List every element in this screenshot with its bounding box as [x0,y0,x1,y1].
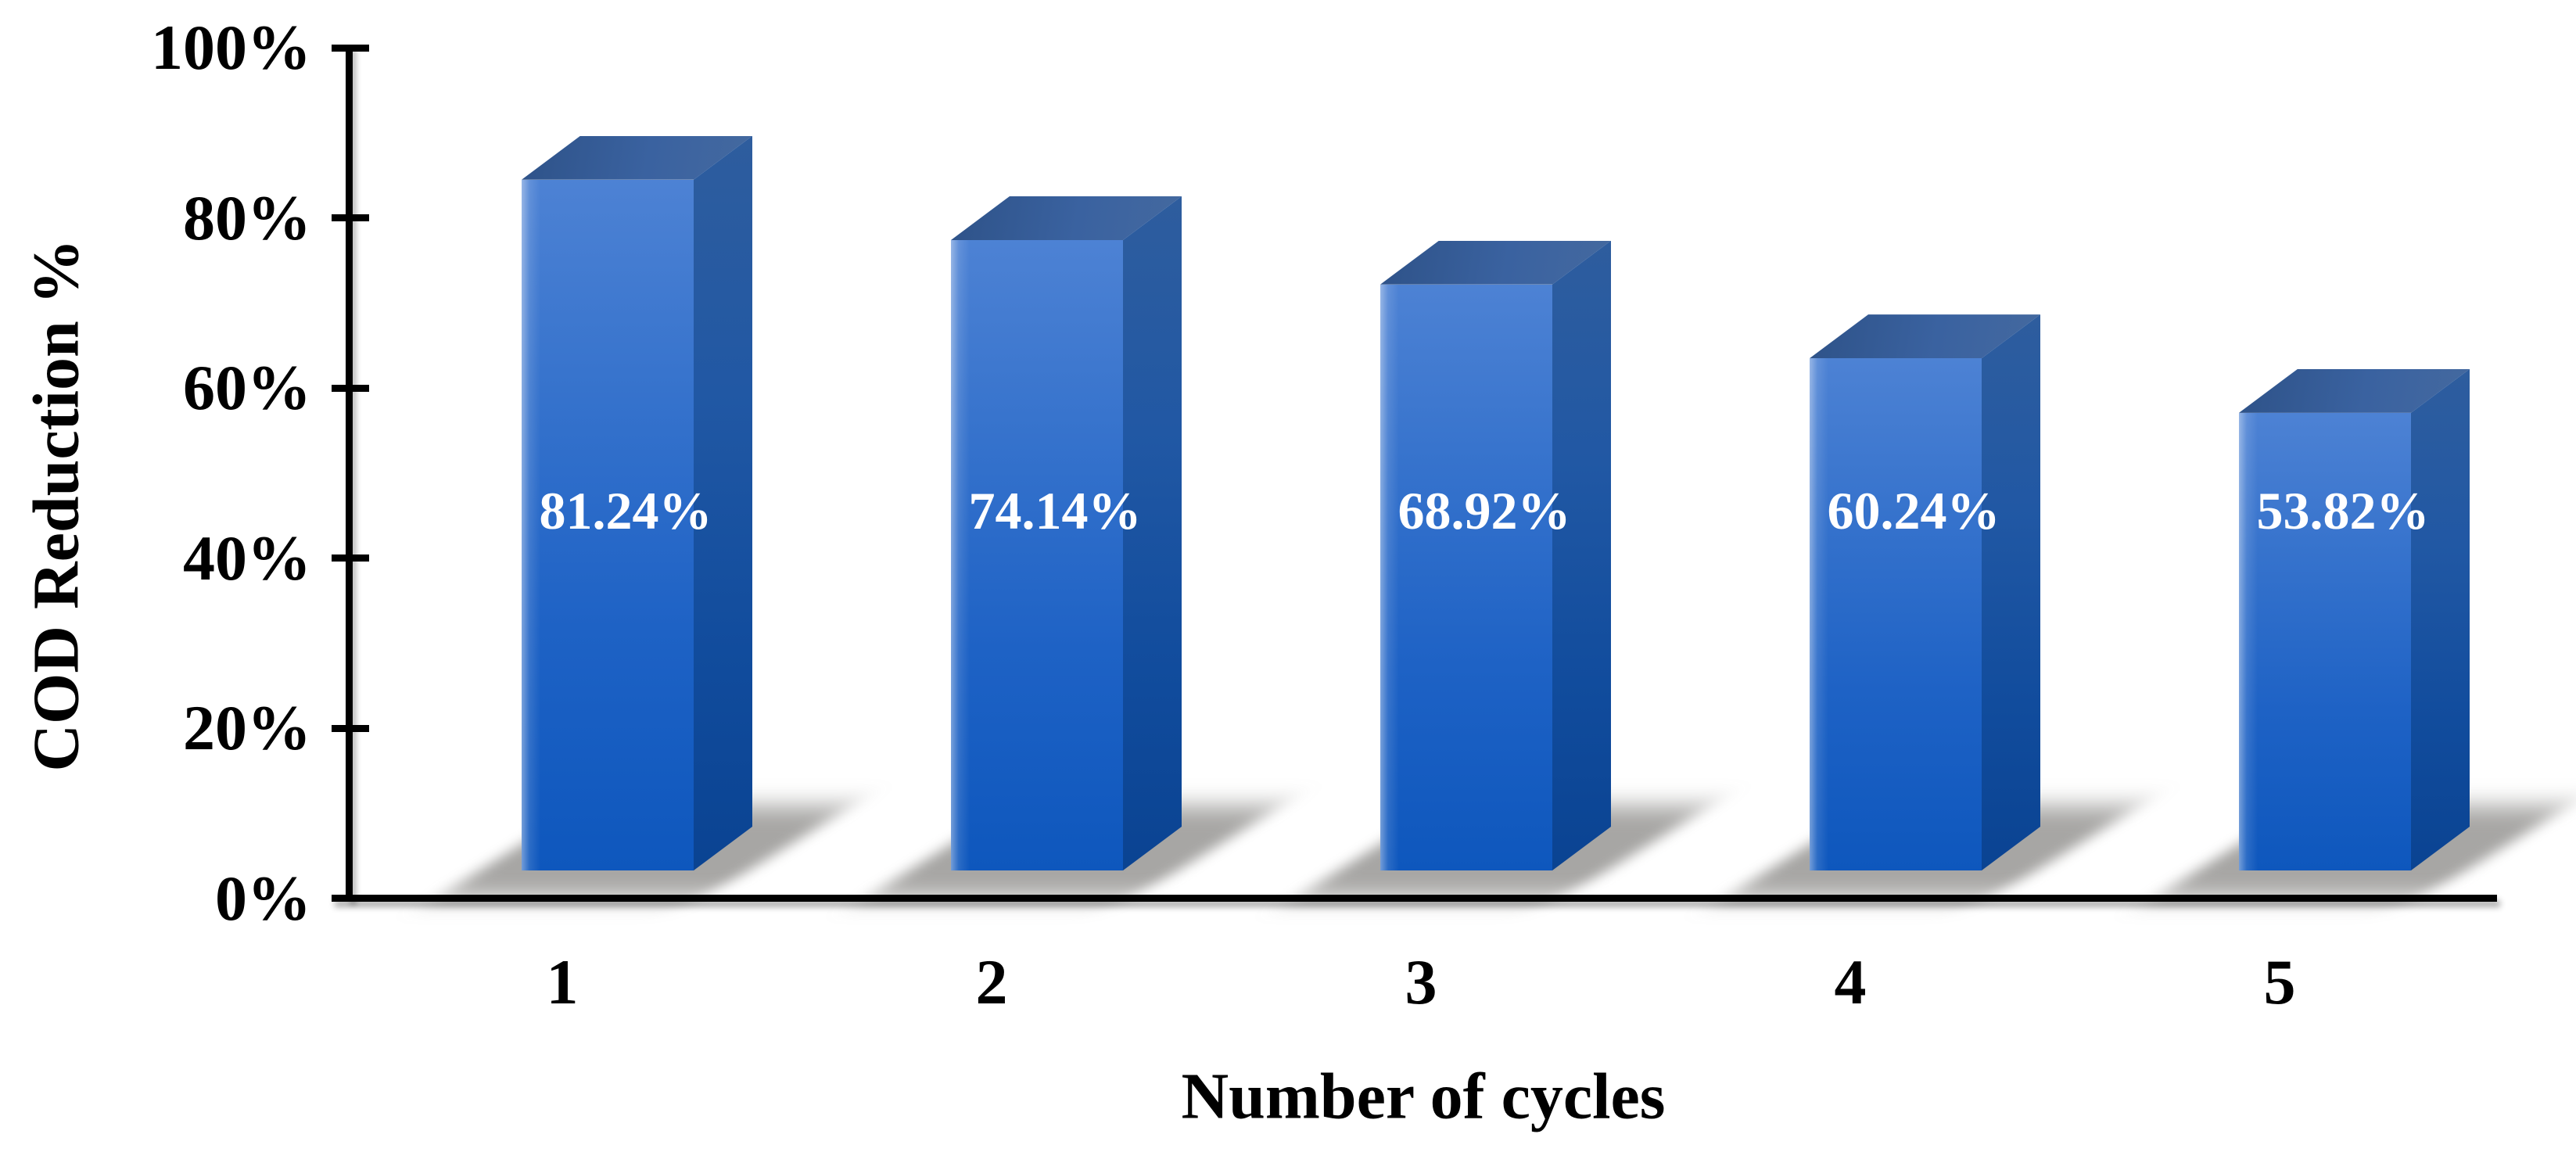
bar-side-face [1123,196,1182,870]
bar-front-highlight [1810,358,1982,870]
bar-front-highlight [1380,284,1552,870]
y-tick-label: 60% [183,352,311,424]
bar-front-highlight [2239,412,2411,870]
bar-front-face [2239,412,2411,870]
y-axis-line [346,47,353,902]
bar-front-highlight [522,179,694,870]
y-tick-mark [332,384,369,392]
bar-side-face [1982,314,2040,870]
x-axis-title: Number of cycles [1181,1060,1666,1133]
bar-value-label: 60.24% [1827,481,2000,540]
x-tick-label: 5 [2263,946,2296,1017]
bar-front-face [522,179,694,870]
x-tick-label: 3 [1405,946,1437,1017]
x-tick-label: 4 [1834,946,1867,1017]
bar-side-face [2411,368,2470,870]
bar-value-label: 53.82% [2256,481,2430,540]
y-tick-label: 100% [151,12,311,84]
bar-value-label: 68.92% [1397,481,1571,540]
bar-front-highlight [951,239,1123,870]
y-tick-mark [332,214,369,222]
bar-value-label: 74.14% [968,481,1142,540]
y-tick-label: 80% [183,181,311,253]
x-axis-line [332,895,2497,902]
y-tick-mark [332,895,369,902]
bar-front-face [1810,358,1982,870]
bar-side-face [1552,240,1611,870]
y-tick-label: 20% [183,692,311,764]
y-tick-mark [332,724,369,732]
bar-value-label: 81.24% [539,481,712,540]
x-tick-label: 2 [975,946,1008,1017]
y-tick-mark [332,554,369,562]
y-tick-mark [332,44,369,52]
x-tick-label: 1 [546,946,579,1017]
y-tick-label: 40% [183,522,311,594]
bar-side-face [694,135,752,870]
y-tick-label: 0% [215,862,311,934]
bar-front-face [951,239,1123,870]
bar-front-face [1380,284,1552,870]
